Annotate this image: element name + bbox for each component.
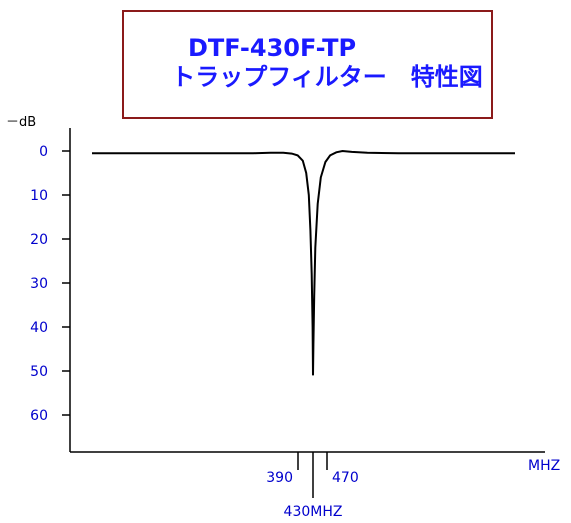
chart-subtitle: トラップフィルター 特性図 (171, 63, 483, 91)
y-tick-label: 40 (30, 320, 48, 336)
chart-title: DTF-430F-TP (188, 34, 356, 62)
title-box (122, 10, 493, 119)
y-tick-label: 0 (39, 144, 48, 160)
y-tick-label: 30 (30, 276, 48, 292)
response-curve (92, 149, 515, 376)
y-axis-label: －dB (6, 115, 36, 130)
y-tick-label: 50 (30, 364, 48, 380)
x-tick-label: 470 (332, 470, 359, 486)
y-tick-label: 10 (30, 188, 48, 204)
center-frequency-label: 430MHZ (284, 504, 343, 520)
y-tick-label: 20 (30, 232, 48, 248)
x-axis-label: MHZ (528, 458, 560, 474)
y-tick-label: 60 (30, 408, 48, 424)
x-ticks: 390 470 (266, 452, 359, 486)
x-tick-label: 390 (266, 470, 293, 486)
y-ticks: 0 10 20 30 40 50 60 (30, 144, 70, 424)
